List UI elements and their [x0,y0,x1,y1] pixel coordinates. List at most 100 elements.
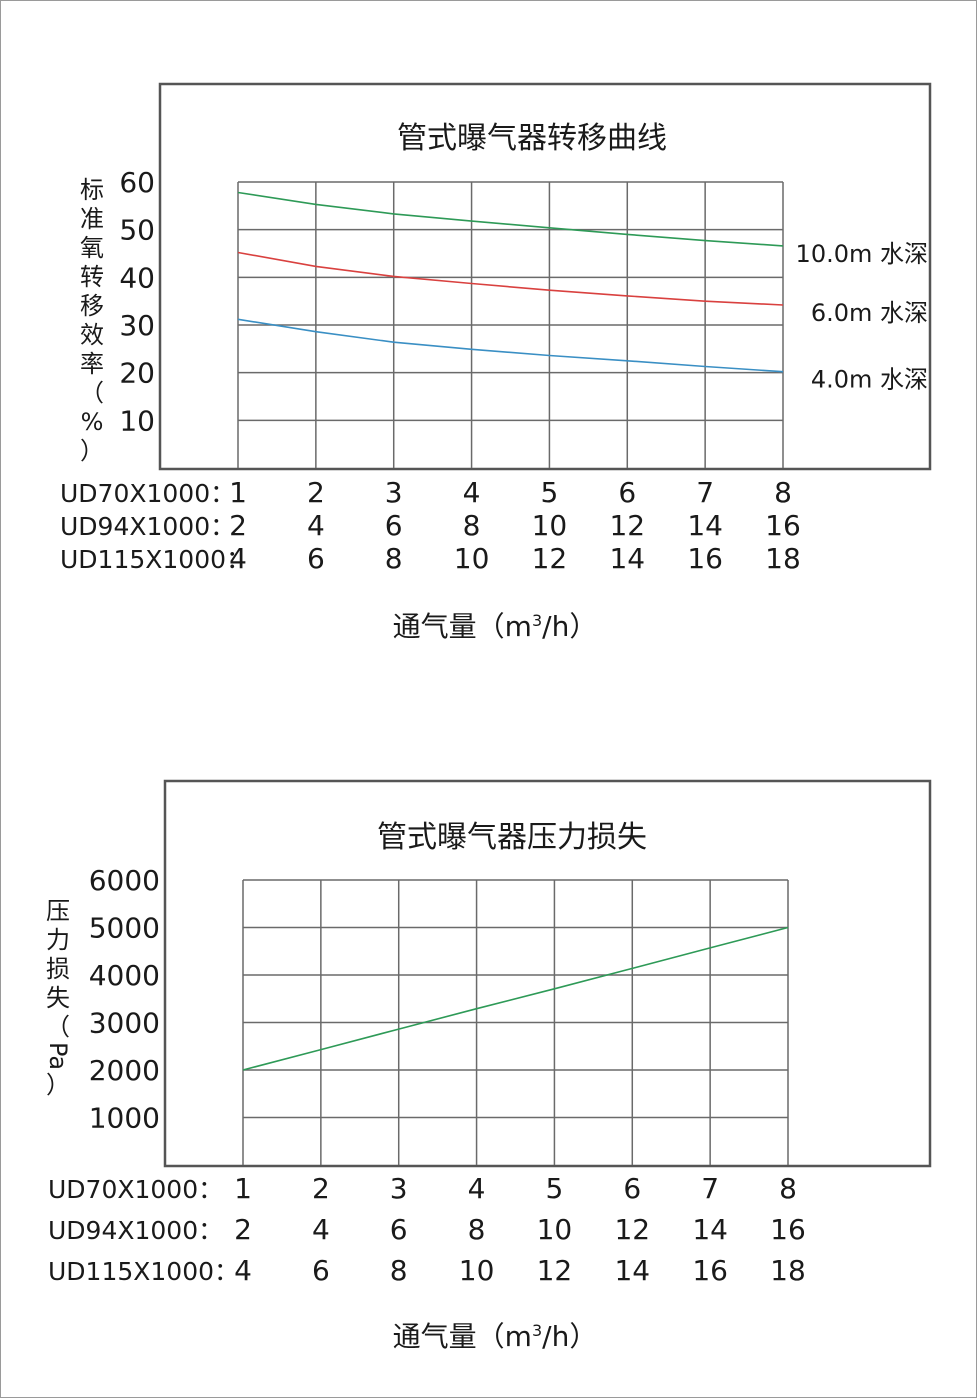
x-tick-label: 5 [546,1172,564,1205]
x-tick-label: 6 [623,1172,641,1205]
y-label-char: 率 [80,350,104,378]
chart-frame [163,779,932,1168]
y-label-char: 损 [46,955,70,983]
x-tick-label: 18 [765,542,801,575]
y-tick-label: 6000 [89,864,160,897]
y-label-char: （ [46,1013,70,1041]
x-tick-label: 16 [765,509,801,542]
series-line [237,191,784,247]
y-tick-label: 1000 [89,1102,160,1135]
chart-grid [237,181,784,468]
y-label-char: 准 [80,205,104,233]
y-tick-label: 60 [119,166,155,199]
y-axis-label: 压力损失（Pa） [44,897,72,1099]
chart-title: 管式曝气器压力损失 [377,820,647,855]
y-label-char: 标 [80,176,104,204]
x-tick-label: 16 [770,1213,806,1246]
x-tick-label: 12 [532,542,568,575]
x-tick-label: 16 [692,1254,728,1287]
x-row-label: UD94X1000： [48,1216,223,1245]
x-tick-label: 2 [229,509,247,542]
y-tick-label: 40 [119,261,155,294]
x-tick-label: 4 [468,1172,486,1205]
x-tick-label: 10 [459,1254,495,1287]
x-row-label: UD94X1000： [60,512,235,541]
x-tick-label: 2 [307,476,325,509]
x-tick-label: 8 [390,1254,408,1287]
x-tick-label: 2 [234,1213,252,1246]
x-row-label: UD115X1000： [48,1257,239,1286]
x-tick-label: 4 [229,542,247,575]
x-tick-label: 8 [774,476,792,509]
chart-frame [158,82,932,471]
y-tick-label: 20 [119,357,155,390]
x-tick-label: 10 [537,1213,573,1246]
x-tick-label: 10 [532,509,568,542]
y-tick-label: 50 [119,214,155,247]
x-tick-label: 14 [614,1254,650,1287]
x-tick-label: 4 [307,509,325,542]
chart-title: 管式曝气器转移曲线 [397,121,667,156]
series-line [237,251,784,306]
pressure-loss-chart: 管式曝气器压力损失 6000 5000 4000 3000 2000 1000 压力损失（… [44,779,932,1353]
x-tick-label: 14 [687,509,723,542]
x-tick-label: 18 [770,1254,806,1287]
series-label: 6.0m 水深 [811,299,928,327]
x-row-label: UD115X1000： [60,545,251,574]
x-tick-label: 10 [454,542,490,575]
x-tick-label: 6 [307,542,325,575]
y-label-char: ） [46,1071,70,1099]
x-tick-label: 8 [385,542,403,575]
x-tick-label: 12 [614,1213,650,1246]
x-tick-label: 8 [463,509,481,542]
x-tick-label: 12 [537,1254,573,1287]
x-row-label: UD70X1000： [48,1175,223,1204]
y-label-char: 氧 [80,234,104,262]
y-label-char: Pa [44,1042,72,1070]
y-tick-label: 5000 [89,912,160,945]
y-label-char: ） [80,437,104,465]
x-tick-label: 7 [701,1172,719,1205]
x-tick-label: 6 [312,1254,330,1287]
series-lines [237,191,784,373]
y-label-char: 效 [80,321,104,349]
y-label-char: （ [80,379,104,407]
y-axis-ticks: 6000 5000 4000 3000 2000 1000 [89,864,160,1135]
x-tick-label: 14 [609,542,645,575]
x-tick-label: 8 [779,1172,797,1205]
x-axis-title: 通气量（m3/h） [393,1320,598,1353]
y-axis-ticks: 60 50 40 30 20 10 [119,166,155,437]
x-tick-label: 3 [390,1172,408,1205]
y-label-char: 转 [80,263,104,291]
x-tick-label: 6 [385,509,403,542]
y-tick-label: 2000 [89,1054,160,1087]
y-tick-label: 4000 [89,959,160,992]
series-label: 4.0m 水深 [811,366,928,394]
x-tick-label: 1 [229,476,247,509]
y-label-char: 移 [80,292,104,320]
x-tick-label: 6 [618,476,636,509]
x-tick-label: 5 [541,476,559,509]
y-label-char: 压 [46,897,70,925]
series-label: 10.0m 水深 [796,240,928,268]
y-tick-label: 10 [119,404,155,437]
x-tick-label: 4 [463,476,481,509]
chart-grid [242,879,789,1165]
x-row-label: UD70X1000： [60,479,235,508]
x-tick-label: 4 [234,1254,252,1287]
series-line [242,926,789,1071]
x-tick-label: 2 [312,1172,330,1205]
x-tick-label: 6 [390,1213,408,1246]
y-tick-label: 30 [119,309,155,342]
x-tick-label: 16 [687,542,723,575]
x-tick-label: 12 [609,509,645,542]
x-axis-title: 通气量（m3/h） [393,610,598,643]
y-label-char: 失 [46,984,70,1012]
series-labels: 10.0m 水深 6.0m 水深 4.0m 水深 [796,240,928,394]
x-tick-label: 8 [468,1213,486,1246]
y-tick-label: 3000 [89,1007,160,1040]
